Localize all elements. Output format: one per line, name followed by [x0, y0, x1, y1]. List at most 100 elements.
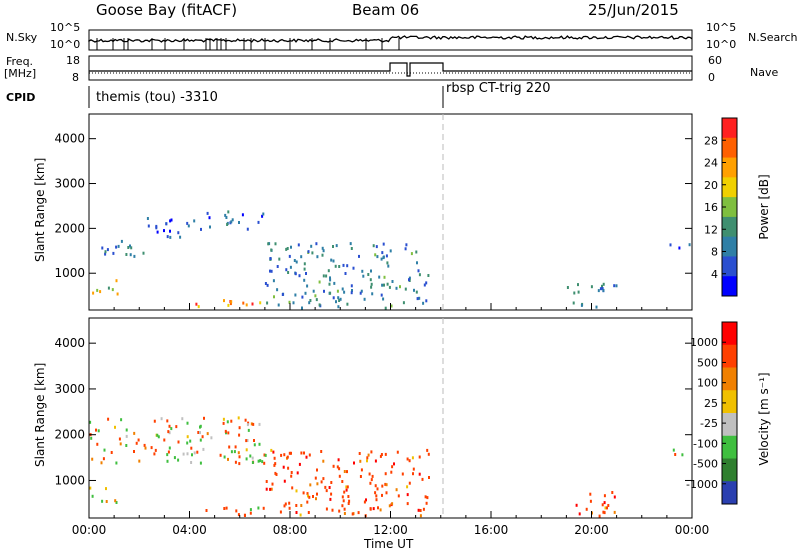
power-cell: [303, 278, 306, 282]
velocity-colorbar-tick-label: 1000: [690, 336, 718, 349]
power-cell: [370, 269, 372, 273]
velocity-cell: [312, 495, 314, 498]
velocity-cell: [384, 472, 387, 476]
power-cell: [230, 220, 233, 224]
velocity-cell: [118, 437, 121, 441]
velocity-cell: [120, 418, 123, 422]
velocity-cell: [359, 459, 362, 463]
velocity-cell: [578, 512, 581, 516]
power-cell: [416, 297, 419, 301]
nsky-tick-top: 10^5: [50, 21, 81, 34]
power-cell: [425, 299, 428, 303]
velocity-cell: [91, 457, 94, 461]
power-cell: [209, 225, 211, 229]
power-cell: [577, 283, 579, 287]
velocity-cell: [237, 416, 240, 420]
xtick-label: 04:00: [172, 523, 207, 537]
power-cell: [335, 300, 337, 304]
velocity-cell: [274, 462, 277, 466]
velocity-cell: [322, 477, 325, 481]
power-cell: [385, 254, 388, 258]
xtick-label: 20:00: [574, 523, 609, 537]
velocity-cell: [244, 418, 247, 422]
power-cell: [307, 250, 310, 254]
velocity-cell: [89, 420, 92, 424]
velocity-cell: [348, 499, 351, 503]
velocity-cell: [258, 422, 261, 426]
power-cell: [601, 284, 603, 288]
velocity-cell: [427, 452, 430, 456]
velocity-cell: [143, 443, 146, 447]
velocity-cell: [224, 429, 227, 433]
power-cell: [107, 286, 110, 290]
power-cell: [358, 254, 360, 258]
velocity-cell: [230, 419, 233, 423]
velocity-cell: [105, 487, 107, 491]
velocity-cell: [428, 476, 430, 479]
power-cell: [304, 291, 307, 295]
power-cell: [417, 269, 420, 273]
velocity-cell: [374, 484, 377, 488]
power-cell: [418, 273, 421, 277]
velocity-cell: [197, 431, 200, 434]
power-cell: [223, 299, 225, 303]
velocity-cell: [375, 494, 378, 498]
power-cell: [375, 245, 378, 249]
velocity-cell: [160, 417, 163, 421]
power-cell: [314, 294, 317, 298]
velocity-cell: [210, 436, 213, 440]
velocity-cell: [249, 508, 252, 512]
power-cell: [305, 272, 307, 275]
power-cell: [230, 300, 233, 304]
velocity-cell: [170, 427, 173, 431]
velocity-cell: [353, 461, 355, 465]
velocity-cell: [177, 440, 180, 444]
velocity-cell: [325, 507, 328, 511]
power-cell: [257, 220, 260, 224]
velocity-cell: [374, 491, 377, 495]
velocity-cell: [182, 452, 185, 456]
velocity-cell: [395, 488, 398, 492]
velocity-cell: [328, 486, 331, 489]
power-cell: [295, 260, 298, 264]
velocity-cell: [424, 495, 427, 499]
velocity-cell: [379, 508, 382, 512]
velocity-cell: [265, 487, 268, 491]
velocity-cell: [137, 438, 140, 442]
power-cell: [111, 288, 114, 292]
power-cell: [262, 212, 265, 216]
velocity-cell: [114, 499, 117, 503]
velocity-cell: [282, 465, 285, 469]
power-cell: [573, 291, 576, 295]
velocity-cell: [279, 510, 282, 514]
power-cell: [350, 284, 353, 288]
velocity-cell: [681, 453, 684, 457]
power-cell: [339, 297, 342, 301]
velocity-cell: [189, 439, 192, 443]
power-colorbar-tick-label: 16: [704, 201, 718, 214]
velocity-cell: [125, 444, 128, 447]
velocity-cell: [347, 495, 350, 498]
power-cell: [336, 289, 339, 293]
power-ylabel: Slant Range [km]: [33, 157, 47, 262]
freq-label-1: Freq.: [6, 55, 34, 68]
velocity-cell: [381, 484, 384, 488]
power-cell: [613, 284, 616, 288]
power-cell: [425, 281, 428, 285]
power-cell: [266, 283, 269, 287]
velocity-cell: [406, 502, 409, 506]
power-colorbar-tick-label: 8: [711, 246, 718, 259]
velocity-cell: [306, 492, 309, 496]
power-cell: [669, 243, 672, 247]
velocity-cell: [206, 432, 209, 436]
velocity-cell: [613, 495, 616, 499]
power-cell: [227, 210, 230, 214]
velocity-cell: [288, 506, 291, 510]
power-cell: [349, 242, 352, 246]
velocity-cell: [168, 431, 171, 435]
power-cell: [130, 246, 133, 250]
velocity-cell: [250, 422, 253, 426]
velocity-cell: [227, 457, 229, 461]
power-cell: [308, 301, 311, 305]
power-cell: [156, 230, 159, 234]
